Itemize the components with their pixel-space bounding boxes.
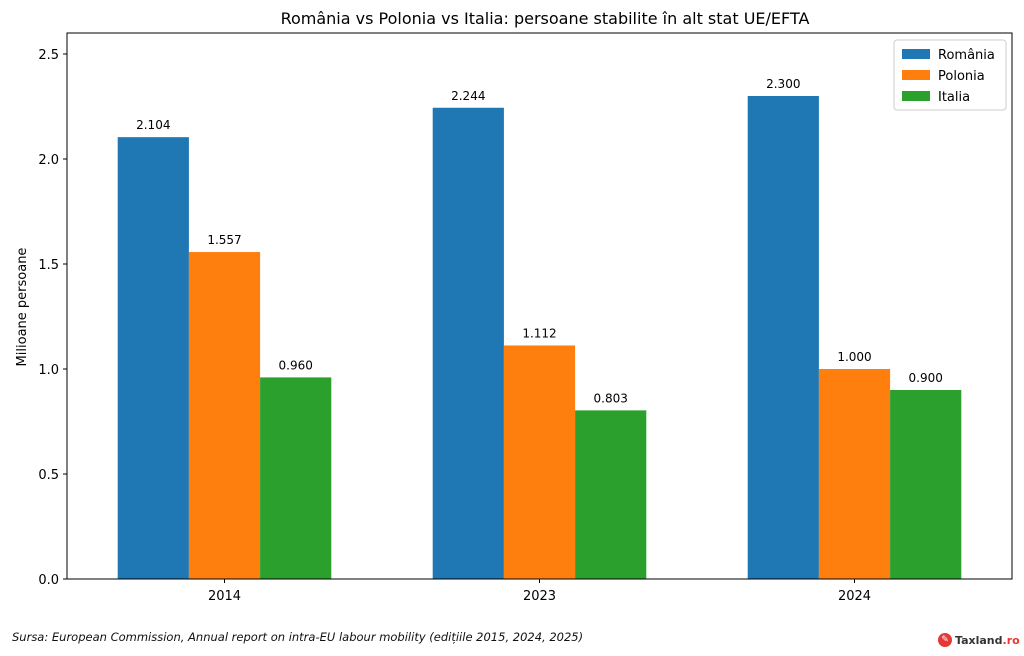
bar [503, 345, 576, 579]
data-label: 2.104 [136, 118, 170, 132]
source-note: Sursa: European Commission, Annual repor… [12, 630, 584, 644]
taxland-logo-icon: ✎ [938, 633, 952, 647]
data-label: 0.803 [594, 391, 628, 405]
legend-label: Polonia [938, 69, 985, 84]
legend-swatch [902, 91, 930, 101]
data-label: 1.557 [207, 233, 241, 247]
y-tick-label: 1.5 [38, 258, 59, 273]
legend-swatch [902, 70, 930, 80]
bar [432, 107, 504, 579]
plot-area: 2.104 2.244 2.300 1.557 1.112 1.000 0.960 0.803… [38, 32, 1013, 604]
data-label: 0.960 [279, 358, 313, 372]
brand-suffix: .ro [1002, 633, 1020, 647]
legend-label: Italia [938, 90, 970, 105]
bar-chart: România vs Polonia vs Italia: persoane s… [15, 9, 1013, 604]
legend-swatch [902, 49, 930, 59]
legend-label: România [938, 48, 995, 63]
bar [575, 410, 647, 579]
y-tick-label: 0.0 [38, 573, 59, 588]
y-tick-label: 2.5 [38, 48, 59, 63]
y-tick-label: 2.0 [38, 153, 59, 168]
data-label: 0.900 [909, 371, 943, 385]
brand-name: Taxland [955, 633, 1003, 647]
y-axis-label: Milioane persoane [15, 248, 30, 367]
x-tick-label: 2014 [208, 589, 241, 604]
chart-title: România vs Polonia vs Italia: persoane s… [281, 9, 810, 28]
brand-logo: ✎ Taxland .ro [938, 633, 1020, 647]
bar [890, 390, 962, 579]
legend: România Polonia Italia [893, 39, 1007, 111]
y-tick-label: 0.5 [38, 468, 59, 483]
data-label: 2.300 [766, 77, 800, 91]
x-tick-label: 2024 [838, 589, 871, 604]
bar [117, 137, 189, 579]
y-tick-label: 1.0 [38, 363, 59, 378]
data-label: 1.000 [837, 350, 871, 364]
bar [260, 377, 332, 579]
x-tick-label: 2023 [523, 589, 556, 604]
data-label: 2.244 [451, 89, 485, 103]
bar [818, 369, 891, 579]
bar [188, 252, 261, 579]
bar [747, 96, 819, 579]
data-label: 1.112 [522, 326, 556, 340]
